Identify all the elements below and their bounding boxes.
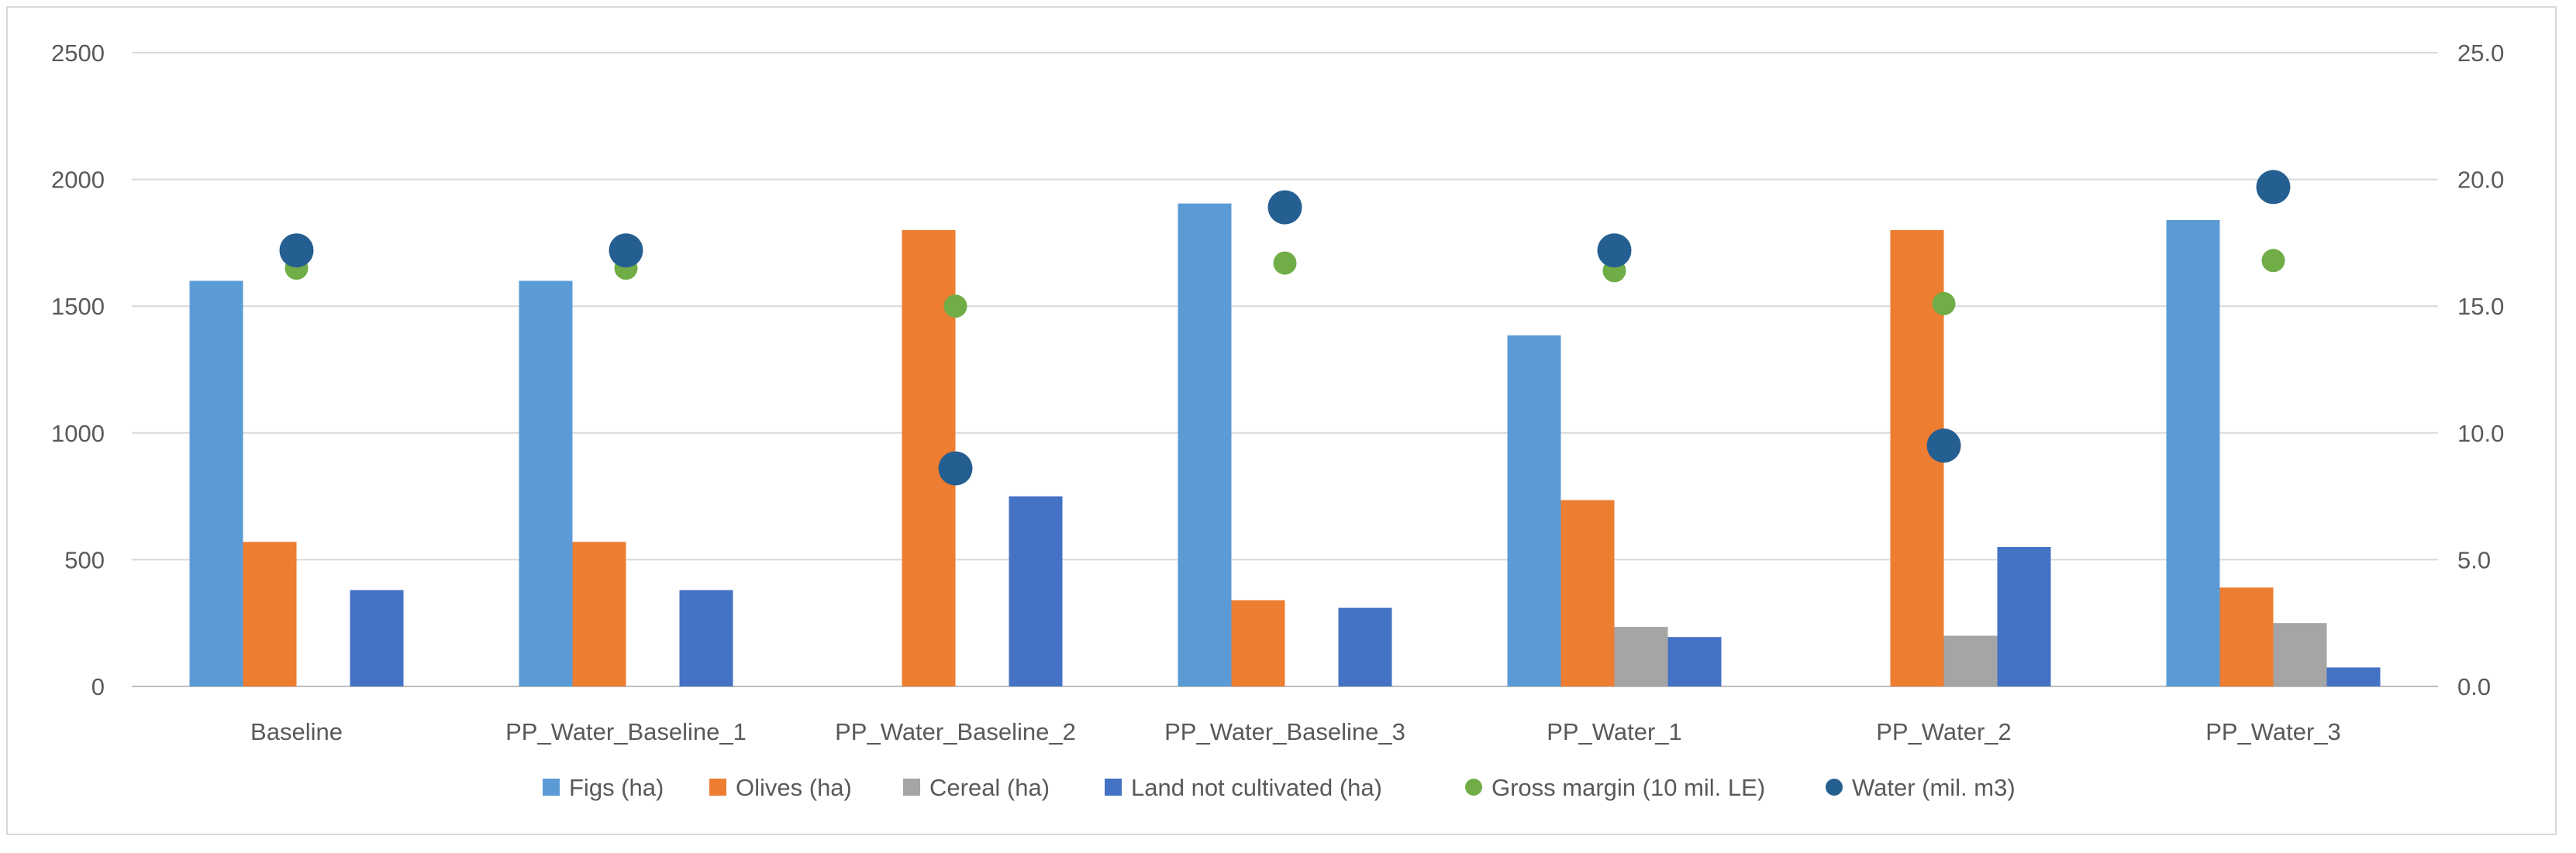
bar-land-not-cultivated-ha <box>1997 547 2051 686</box>
y2-tick-label: 25.0 <box>2457 40 2504 67</box>
bar-cereal-ha <box>1943 635 1998 686</box>
y2-tick-label: 5.0 <box>2457 546 2491 573</box>
marker-gross-margin-10-mil-le <box>943 294 967 318</box>
axes: 0 500 1000 1500 2000 2500 0.0 5.0 10.0 15.0 20.0 25… <box>51 40 2504 745</box>
marker-water-mil-m3 <box>1597 233 1632 268</box>
marker-water-mil-m3 <box>609 233 643 268</box>
bar-olives-ha <box>2219 587 2274 686</box>
bar-figs-ha <box>519 280 573 687</box>
legend-label: Cereal (ha) <box>929 774 1050 801</box>
marker-water-mil-m3 <box>938 451 973 486</box>
y-tick-label: 1500 <box>51 293 105 320</box>
bar-figs-ha <box>189 280 243 687</box>
legend-swatch <box>543 779 560 796</box>
y2-tick-label: 20.0 <box>2457 167 2504 194</box>
y-tick-label: 500 <box>64 546 105 573</box>
bar-cereal-ha <box>2273 623 2327 686</box>
x-tick-label: PP_Water_1 <box>1547 718 1682 745</box>
marker-gross-margin-10-mil-le <box>1273 251 1297 275</box>
bar-figs-ha <box>2166 219 2220 686</box>
legend-swatch <box>1105 779 1122 796</box>
legend-label: Figs (ha) <box>569 774 664 801</box>
marker-water-mil-m3 <box>1267 190 1302 225</box>
marker-gross-margin-10-mil-le <box>1932 291 1956 315</box>
bar-land-not-cultivated-ha <box>1667 637 1722 686</box>
y2-tick-label: 15.0 <box>2457 293 2504 320</box>
chart-frame: 0 500 1000 1500 2000 2500 0.0 5.0 10.0 15.0 20.0 25… <box>6 6 2557 835</box>
y2-tick-label: 0.0 <box>2457 673 2491 700</box>
x-tick-label: PP_Water_Baseline_3 <box>1164 718 1405 745</box>
marker-water-mil-m3 <box>2256 170 2291 205</box>
bar-land-not-cultivated-ha <box>1009 496 1063 686</box>
y-tick-label: 0 <box>91 673 105 700</box>
chart-svg: 0 500 1000 1500 2000 2500 0.0 5.0 10.0 15.0 20.0 25… <box>51 40 2504 801</box>
x-tick-label: PP_Water_3 <box>2205 718 2341 745</box>
x-tick-label: PP_Water_Baseline_1 <box>505 718 747 745</box>
bar-olives-ha <box>1231 600 1285 686</box>
marker-gross-margin-10-mil-le <box>2261 249 2285 273</box>
bar-figs-ha <box>1507 335 1561 686</box>
bar-land-not-cultivated-ha <box>350 590 404 686</box>
bars <box>189 203 2381 687</box>
legend-swatch <box>1465 779 1482 796</box>
x-tick-label: PP_Water_2 <box>1876 718 2012 745</box>
x-tick-label: PP_Water_Baseline_2 <box>835 718 1076 745</box>
markers <box>279 170 2291 486</box>
gridlines <box>132 52 2438 687</box>
y2-tick-label: 10.0 <box>2457 420 2504 447</box>
bar-figs-ha <box>1178 203 1232 686</box>
marker-water-mil-m3 <box>1926 428 1961 463</box>
marker-water-mil-m3 <box>279 233 314 268</box>
bar-cereal-ha <box>1614 627 1668 686</box>
legend-label: Olives (ha) <box>736 774 852 801</box>
legend-swatch <box>903 779 920 796</box>
legend-label: Water (mil. m3) <box>1852 774 2016 801</box>
bar-olives-ha <box>243 542 297 686</box>
legend-label: Gross margin (10 mil. LE) <box>1491 774 1765 801</box>
x-tick-label: Baseline <box>250 718 343 745</box>
y-tick-label: 2500 <box>51 40 105 67</box>
legend: Figs (ha) Olives (ha) Cereal (ha) Land not … <box>543 774 2016 801</box>
legend-swatch <box>1826 779 1843 796</box>
y-tick-label: 1000 <box>51 420 105 447</box>
bar-land-not-cultivated-ha <box>1338 607 1392 686</box>
bar-land-not-cultivated-ha <box>2326 667 2381 686</box>
y-tick-label: 2000 <box>51 167 105 194</box>
bar-olives-ha <box>572 542 626 686</box>
bar-olives-ha <box>1560 500 1615 686</box>
legend-swatch <box>709 779 726 796</box>
bar-land-not-cultivated-ha <box>679 590 733 686</box>
legend-label: Land not cultivated (ha) <box>1131 774 1382 801</box>
